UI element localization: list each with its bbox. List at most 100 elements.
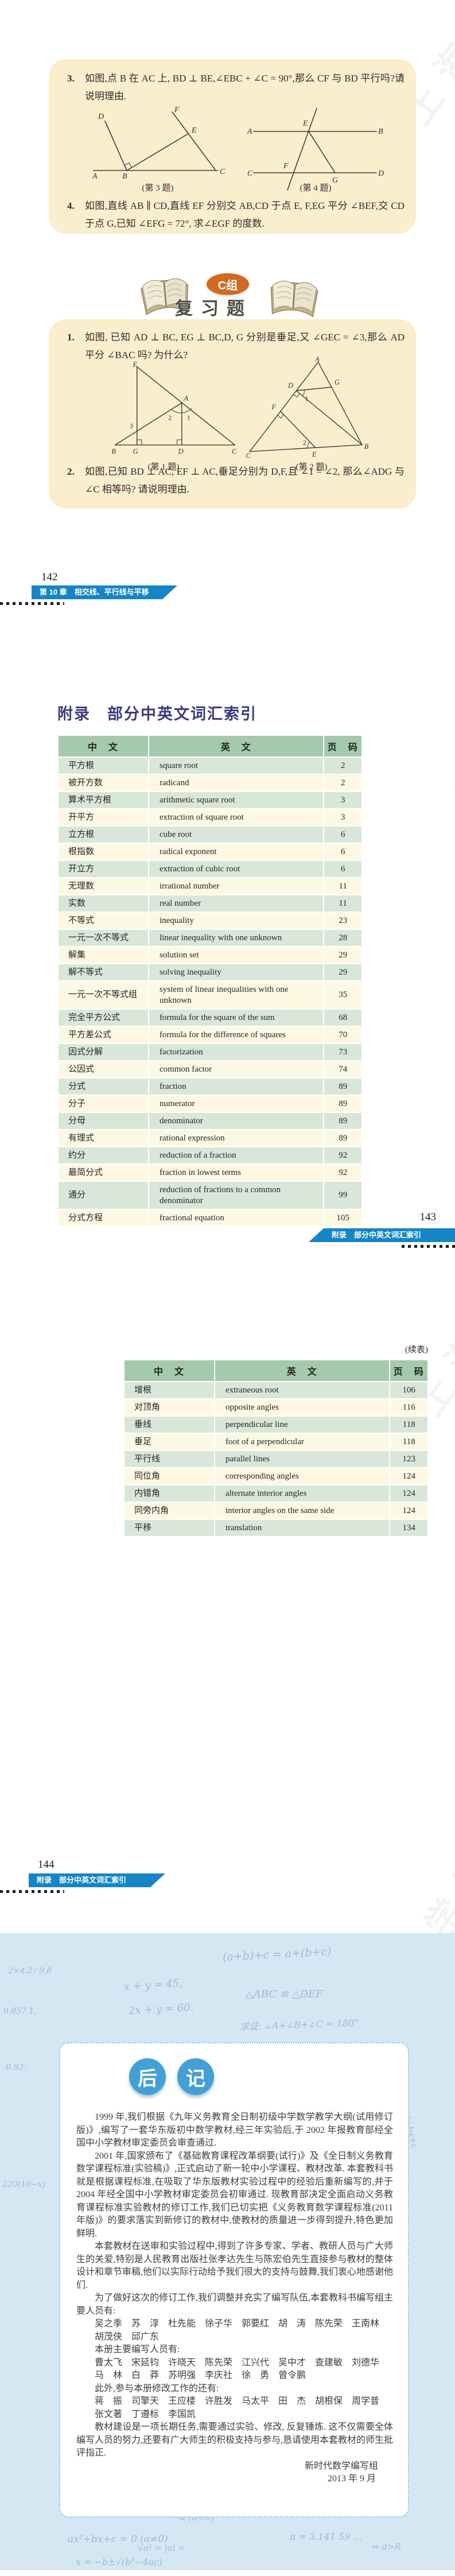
table-row: 垂线 perpendicular line 118: [123, 1415, 429, 1434]
svg-text:F: F: [174, 106, 180, 114]
table-row: 公因式 common factor 74: [57, 1060, 363, 1078]
svg-text:1: 1: [305, 395, 308, 403]
problem-text: 如图, 已知 AD ⊥ BC, EG ⊥ BC,D, G 分别是垂足,又 ∠GE…: [85, 332, 405, 360]
term-chinese: 一元一次不等式组: [57, 980, 149, 1010]
table-row: 分子 numerator 89: [57, 1095, 363, 1113]
open-book-icon: [270, 281, 318, 317]
term-english: denominator: [147, 1112, 325, 1130]
term-english: numerator: [147, 1095, 325, 1113]
header-chinese: 中 文: [57, 735, 149, 758]
term-english: reduction of a fraction: [147, 1146, 325, 1165]
review-problem-2: 2. 如图,已知 BD ⊥ AC, EF ⊥ AC,垂足分别为 D,F,且 ∠1…: [67, 463, 405, 498]
term-page: 35: [323, 980, 363, 1010]
handwritten-formula: √a² = |a| =: [138, 2543, 186, 2553]
term-chinese: 被开方数: [57, 774, 149, 792]
term-english: parallel lines: [213, 1450, 391, 1468]
table-row: 有理式 rational expression 89: [57, 1129, 363, 1147]
press-watermark: 上海科学技术出版社版权所有: [444, 247, 455, 821]
term-page: 105: [323, 1209, 363, 1227]
handwritten-formula: 2x + y = 60.: [128, 2001, 194, 2017]
footer-dotted-line: [0, 602, 64, 605]
postscript-badge-hou: 后: [129, 2058, 166, 2095]
table-row: 解集 solution set 29: [57, 946, 363, 964]
term-chinese: 分子: [57, 1095, 149, 1113]
term-chinese: 平方差公式: [57, 1026, 149, 1044]
vocabulary-table-continued: 中 文 英 文 页 码 增根 extraneous root 106 对顶角 o…: [123, 1359, 429, 1537]
table-body: 平方根 square root 2 被开方数 radicand 2 算术平方根 …: [57, 756, 363, 1227]
postscript-paragraph: 本套教材在送审和实验过程中,得到了许多专家、学者、教研人员与广大师生的关爱,特别…: [76, 2241, 394, 2290]
term-chinese: 一元一次不等式: [57, 929, 149, 947]
review-card: 1. 如图, 已知 AD ⊥ BC, EG ⊥ BC,D, G 分别是垂足,又 …: [49, 319, 416, 509]
term-page: 124: [389, 1502, 429, 1520]
review-section-title: 复习题: [175, 298, 252, 319]
svg-text:3: 3: [130, 422, 133, 430]
term-english: radicand: [147, 774, 325, 792]
figure-problem-4: A B C D E F G: [247, 108, 384, 191]
term-english: common factor: [147, 1060, 325, 1078]
problem-number: 3.: [67, 73, 75, 84]
postscript-paragraph: 张文著 丁遵标 李国凯: [95, 2409, 196, 2419]
term-english: corresponding angles: [213, 1467, 391, 1485]
figure-problem-3: A B C D E F: [92, 106, 225, 181]
term-english: perpendicular line: [213, 1415, 391, 1434]
term-page: 28: [323, 929, 363, 947]
term-page: 123: [389, 1450, 429, 1468]
header-english: 英 文: [147, 735, 325, 758]
table-row: 开立方 extraction of cubic root 6: [57, 860, 363, 878]
term-chinese: 内错角: [123, 1484, 215, 1503]
header-english: 英 文: [213, 1359, 391, 1382]
term-chinese: 垂足: [123, 1433, 215, 1451]
term-english: fractional equation: [147, 1209, 325, 1227]
term-english: square root: [147, 756, 325, 775]
term-english: extraction of square root: [147, 808, 325, 827]
svg-text:A: A: [247, 127, 252, 136]
appendix-title: 附录 部分中英文词汇索引: [57, 705, 257, 723]
term-chinese: 同位角: [123, 1467, 215, 1485]
term-english: reduction of fractions to a common denom…: [147, 1181, 325, 1210]
term-chinese: 因式分解: [57, 1043, 149, 1061]
term-chinese: 算术平方根: [57, 791, 149, 809]
table-row: 平方差公式 formula for the difference of squa…: [57, 1026, 363, 1044]
svg-text:D: D: [177, 448, 183, 456]
problem-4: 4. 如图,直线 AB ∥ CD,直线 EF 分别交 AB,CD 于点 E, F…: [67, 197, 405, 232]
term-chinese: 对顶角: [123, 1398, 215, 1417]
term-page: 89: [323, 1095, 363, 1113]
table-row: 算术平方根 arithmetic square root 3: [57, 791, 363, 809]
term-english: extraneous root: [213, 1381, 391, 1399]
postscript-page: (a+b)+c = a+(b+c) x + y = 45, 2x + y = 60.…: [0, 1933, 455, 2570]
handwritten-formula: π = 3.141 59 …: [290, 2531, 363, 2542]
svg-text:G: G: [133, 448, 138, 456]
press-watermark: 上海科学技术出版社版权所有: [409, 849, 455, 1423]
postscript-paragraphs: 1999 年,我们根据《九年义务教育全日制初级中学数学教学大纲(试用修订版)》,…: [76, 2111, 393, 2460]
table-header: 中 文 英 文 页 码: [123, 1359, 429, 1382]
svg-text:B: B: [122, 172, 127, 181]
svg-text:C: C: [246, 452, 251, 460]
postscript-paragraph: 1999 年,我们根据《九年义务教育全日制初级中学数学教学大纲(试用修订版)》,…: [76, 2112, 393, 2148]
svg-text:C: C: [247, 169, 253, 178]
svg-text:1: 1: [187, 414, 190, 422]
header-page: 页 码: [323, 735, 363, 758]
figure-caption: (第 1 题): [147, 463, 180, 472]
term-page: 92: [323, 1146, 363, 1165]
table-row: 实数 real number 11: [57, 894, 363, 913]
handwritten-formula: 求证: ∠A+∠B+∠C = 180°: [239, 2017, 359, 2032]
svg-text:2: 2: [168, 414, 172, 422]
term-page: 2: [323, 756, 363, 775]
term-page: 23: [323, 911, 363, 930]
term-english: real number: [147, 894, 325, 913]
term-page: 2: [323, 774, 363, 792]
problem-text: 如图,直线 AB ∥ CD,直线 EF 分别交 AB,CD 于点 E, F,EG…: [85, 200, 405, 229]
postscript-card: 1999 年,我们根据《九年义务教育全日制初级中学数学教学大纲(试用修订版)》,…: [59, 2042, 409, 2517]
term-page: 134: [389, 1519, 429, 1537]
term-page: 6: [323, 843, 363, 861]
term-page: 89: [323, 1112, 363, 1130]
signature: 新时代数学编写组: [304, 2461, 378, 2471]
figure-review-2: A D G F C E B 1 2: [246, 355, 368, 460]
term-chinese: 平移: [123, 1519, 215, 1537]
term-page: 89: [323, 1129, 363, 1147]
svg-text:D: D: [98, 112, 104, 121]
svg-text:A: A: [183, 394, 188, 402]
term-page: 68: [323, 1008, 363, 1027]
svg-text:E: E: [312, 451, 317, 459]
